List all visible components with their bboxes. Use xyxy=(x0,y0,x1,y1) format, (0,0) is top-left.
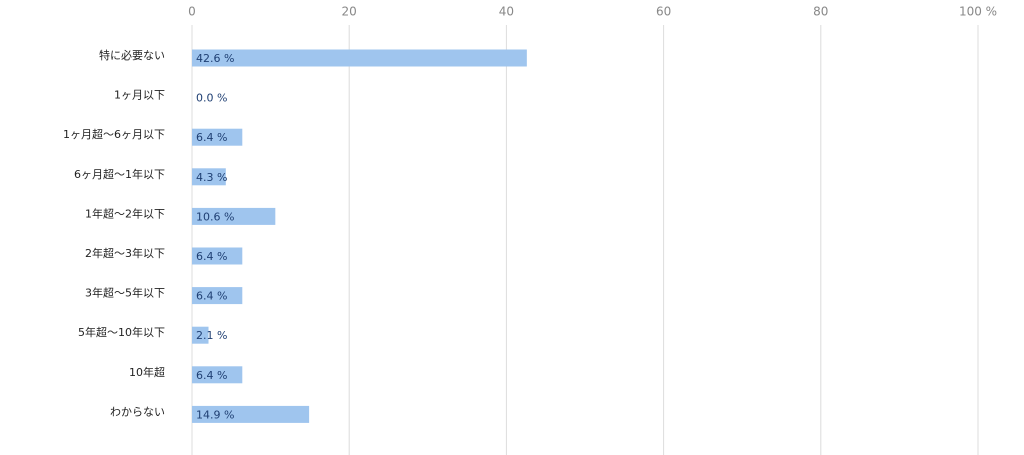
value-label: 2.1 % xyxy=(196,329,227,342)
y-tick-label: 1年超〜2年以下 xyxy=(85,206,165,220)
value-label: 14.9 % xyxy=(196,408,234,421)
bar xyxy=(192,247,243,265)
value-label: 0.0 % xyxy=(196,92,227,105)
x-tick-label: 20 xyxy=(342,5,357,19)
bar xyxy=(192,287,243,305)
bar xyxy=(192,405,310,423)
value-label: 6.4 % xyxy=(196,290,227,303)
bar xyxy=(192,366,243,384)
x-tick-label: 100 % xyxy=(959,5,997,19)
x-tick-label: 60 xyxy=(656,5,671,19)
y-tick-label: わからない xyxy=(110,405,165,418)
y-tick-label: 6ヶ月超〜1年以下 xyxy=(74,167,165,181)
value-label: 6.4 % xyxy=(196,369,227,382)
y-tick-label: 1ヶ月以下 xyxy=(114,89,165,102)
x-tick-label: 40 xyxy=(499,5,514,19)
y-tick-label: 5年超〜10年以下 xyxy=(78,325,165,339)
x-tick-label: 80 xyxy=(813,5,828,19)
y-tick-label: 特に必要ない xyxy=(99,48,165,62)
value-label: 10.6 % xyxy=(196,210,234,223)
bar xyxy=(192,326,209,344)
y-tick-label: 2年超〜3年以下 xyxy=(85,246,165,260)
value-label: 6.4 % xyxy=(196,250,227,263)
x-tick-label: 0 xyxy=(188,5,196,19)
y-tick-label: 1ヶ月超〜6ヶ月以下 xyxy=(63,127,165,141)
value-label: 42.6 % xyxy=(196,52,234,65)
bar xyxy=(192,207,276,225)
bar xyxy=(192,168,226,186)
bar xyxy=(192,128,243,146)
value-label: 6.4 % xyxy=(196,131,227,144)
value-label: 4.3 % xyxy=(196,171,227,184)
y-tick-label: 3年超〜5年以下 xyxy=(85,286,165,300)
y-tick-label: 10年超 xyxy=(129,365,165,379)
bar xyxy=(192,49,527,67)
